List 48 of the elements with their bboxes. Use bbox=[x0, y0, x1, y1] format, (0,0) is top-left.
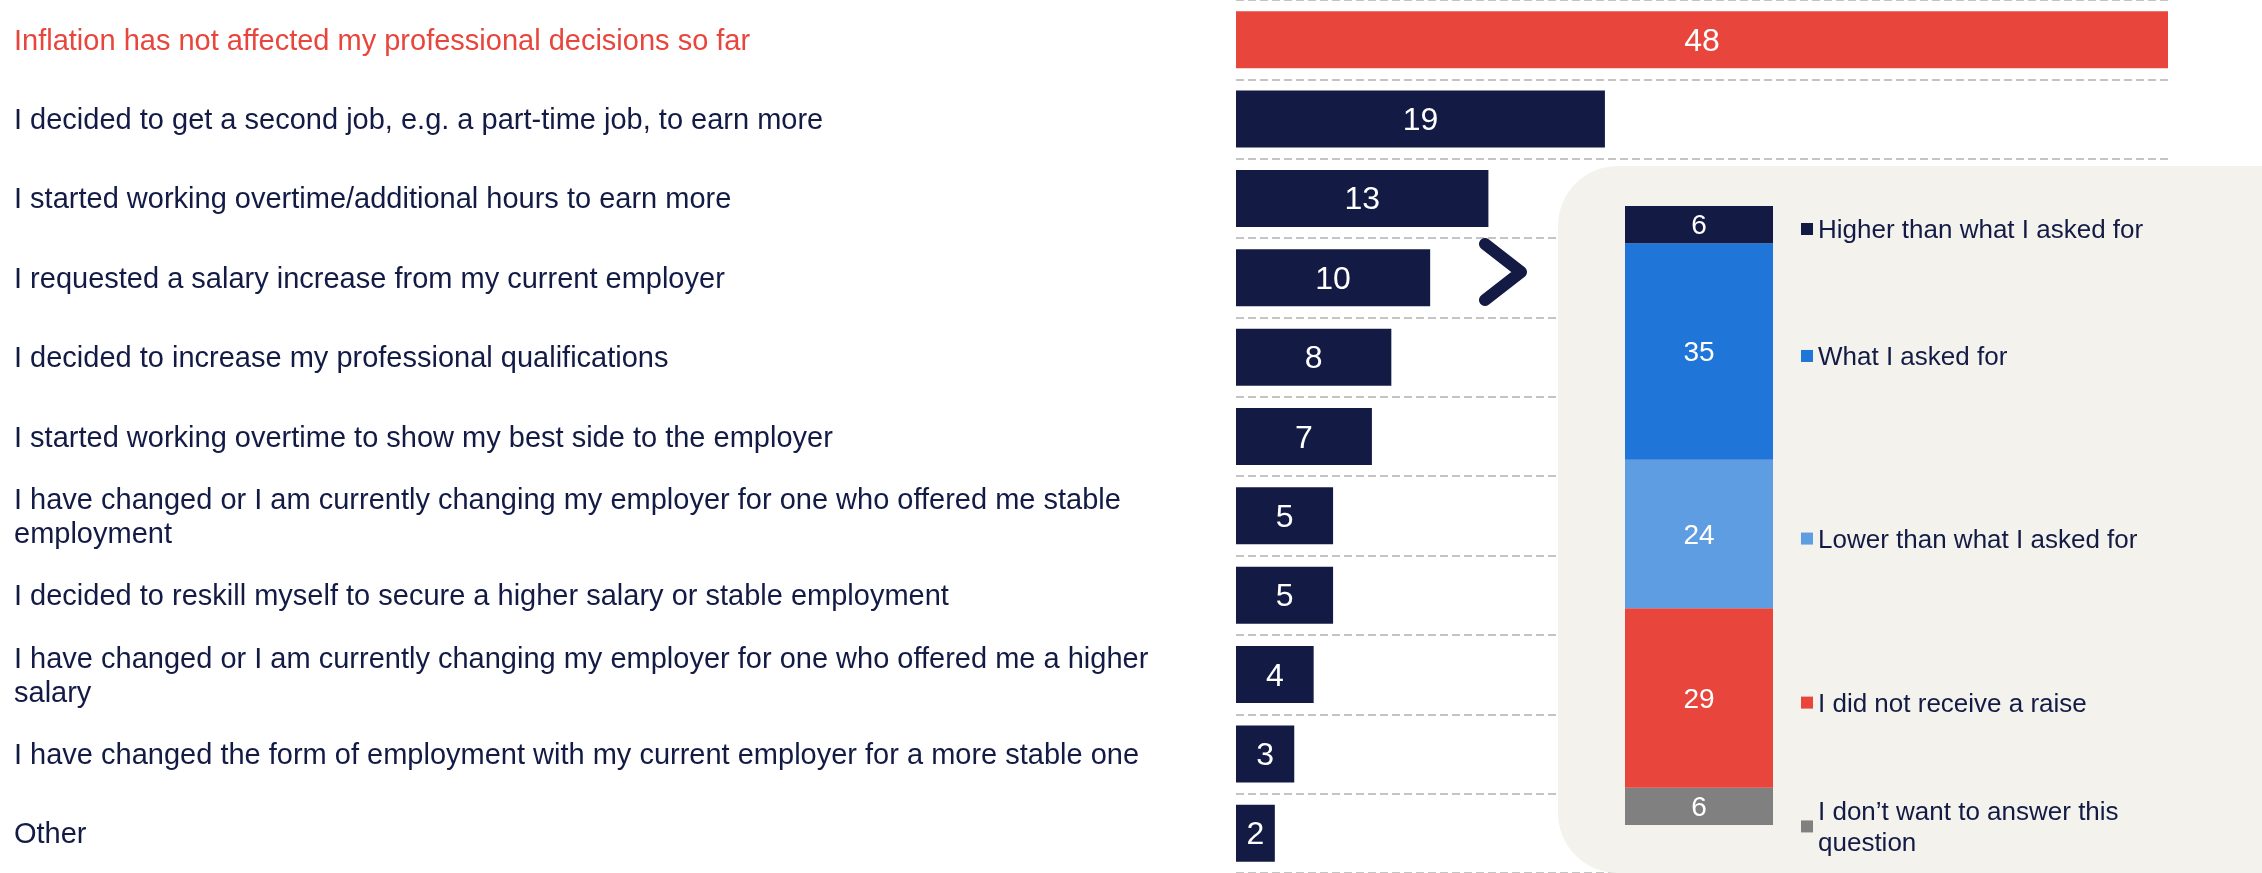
y-tick-label: I started working overtime to show my best side to the employer bbox=[14, 420, 834, 453]
y-tick-label: I have changed the form of employment with my current employer for a more stable one bbox=[14, 737, 1140, 770]
data-label: 13 bbox=[1344, 180, 1381, 217]
data-label: 5 bbox=[1275, 497, 1294, 534]
bar bbox=[1625, 206, 1773, 244]
y-tick-label: I started working overtime/additional hours to earn more bbox=[14, 182, 732, 215]
data-label: 5 bbox=[1275, 577, 1294, 614]
y-tick-label: Other bbox=[14, 817, 87, 850]
bar bbox=[1625, 608, 1773, 788]
legend-label: I did not receive a raise bbox=[1818, 687, 2087, 718]
data-label: 2 bbox=[1246, 815, 1265, 852]
y-tick-label: I requested a salary increase from my current employer bbox=[14, 261, 726, 294]
data-label: 19 bbox=[1402, 101, 1439, 138]
data-label: 48 bbox=[1684, 21, 1720, 58]
y-tick-label: I have changed or I am currently changing my employer for one who offered me a higher salary bbox=[14, 641, 1157, 708]
legend-label: I don’t want to answer this question bbox=[1818, 795, 2126, 857]
bar bbox=[1236, 328, 1392, 386]
bar bbox=[1236, 566, 1334, 624]
y-tick-label: I decided to reskill myself to secure a higher salary or stable employment bbox=[14, 579, 949, 612]
data-label: 10 bbox=[1315, 259, 1351, 296]
bar bbox=[1625, 243, 1773, 460]
bar bbox=[1625, 459, 1773, 609]
legend-label: Higher than what I asked for bbox=[1818, 214, 2144, 245]
bar bbox=[1236, 11, 2168, 69]
data-label: 6 bbox=[1691, 209, 1707, 241]
bar bbox=[1236, 169, 1489, 227]
bar bbox=[1236, 804, 1275, 862]
data-label: 6 bbox=[1691, 790, 1707, 822]
bar bbox=[1236, 725, 1295, 783]
data-label: 4 bbox=[1265, 656, 1284, 693]
data-label: 24 bbox=[1683, 518, 1715, 550]
legend-label: What I asked for bbox=[1818, 340, 2008, 371]
legend-label: Lower than what I asked for bbox=[1818, 523, 2138, 554]
bar bbox=[1236, 90, 1605, 148]
data-label: 35 bbox=[1683, 335, 1715, 367]
bar bbox=[1236, 249, 1431, 307]
data-label: 29 bbox=[1683, 682, 1715, 714]
data-label: 3 bbox=[1256, 735, 1275, 772]
data-label: 7 bbox=[1295, 418, 1313, 455]
bar bbox=[1236, 646, 1314, 704]
bar bbox=[1236, 487, 1334, 545]
y-tick-label: Inflation has not affected my professional decisions so far bbox=[14, 23, 751, 56]
y-tick-label: I have changed or I am currently changing my employer for one who offered me stable employment bbox=[14, 482, 1129, 549]
bar bbox=[1625, 787, 1773, 825]
y-tick-label: I decided to increase my professional qualifications bbox=[14, 341, 669, 374]
data-label: 8 bbox=[1304, 339, 1323, 376]
bar bbox=[1236, 408, 1372, 465]
y-tick-label: I decided to get a second job, e.g. a part-time job, to earn more bbox=[14, 103, 824, 136]
